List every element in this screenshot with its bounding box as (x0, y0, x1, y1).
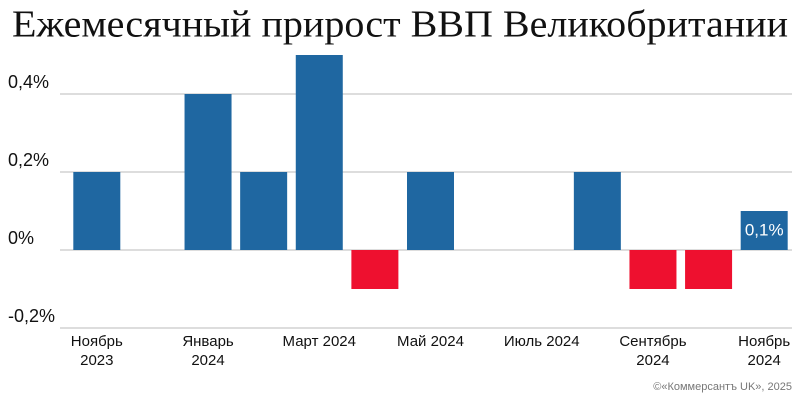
bar (629, 250, 677, 289)
x-tick-label: Январь 2024 (182, 333, 234, 369)
value-label: 0,1% (745, 220, 784, 239)
x-tick-label: Ноябрь 2024 (738, 333, 791, 369)
source: ©«Коммерсантъ UK», 2025 (653, 381, 792, 393)
x-tick-label: Март 2024 (282, 333, 356, 350)
bar (295, 55, 343, 250)
y-tick-label: 0,4% (8, 72, 49, 92)
chart-title: Ежемесячный прирост ВВП Великобритании (12, 4, 788, 46)
bar (351, 250, 399, 289)
bar (685, 250, 733, 289)
x-tick-label: Сентябрь 2024 (619, 333, 687, 369)
bar (240, 172, 288, 250)
bar (73, 172, 121, 250)
x-tick-label: Июль 2024 (503, 333, 580, 350)
x-tick-label: Май 2024 (397, 333, 464, 350)
x-tick-label: Ноябрь 2023 (70, 333, 123, 369)
y-tick-label: -0,2% (8, 306, 55, 326)
bar (740, 211, 788, 250)
y-tick-label: 0% (8, 228, 34, 248)
bar (407, 172, 454, 250)
bar (573, 172, 621, 250)
y-tick-label: 0,2% (8, 150, 49, 170)
bar (184, 94, 232, 250)
